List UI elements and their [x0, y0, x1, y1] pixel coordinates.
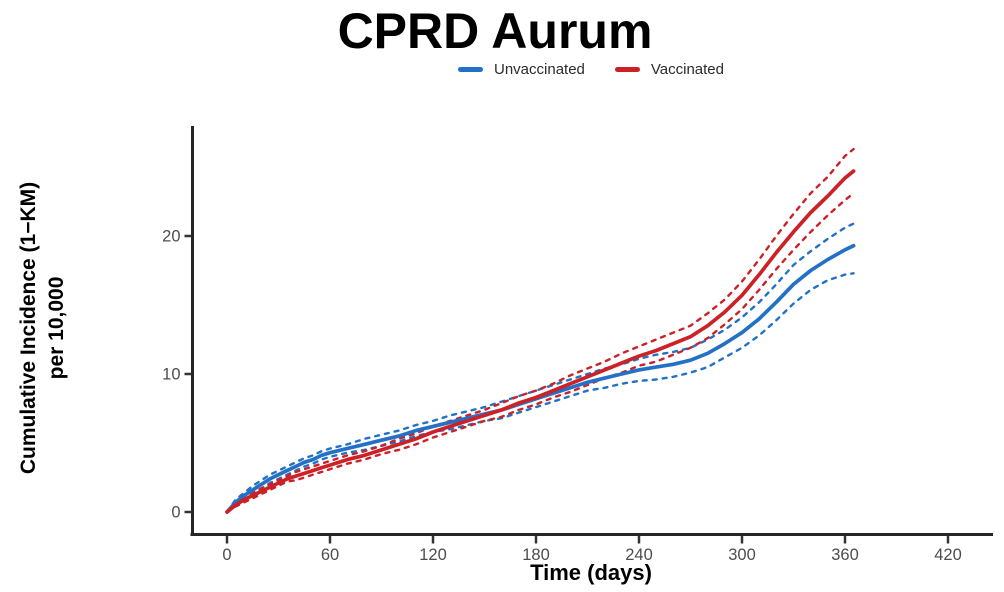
legend-item-vaccinated: Vaccinated [614, 61, 724, 78]
vaccinated-95-ci-lower-line [225, 192, 855, 514]
x-tick-label: 240 [625, 546, 653, 564]
chart-title: CPRD Aurum [337, 3, 653, 59]
unvaccinated-95-ci-upper-line [225, 222, 855, 514]
legend-label: Vaccinated [650, 61, 724, 78]
legend-item-unvaccinated: Unvaccinated [458, 61, 585, 78]
y-axis-label-line2: per 10,000 [44, 276, 68, 380]
legend: Unvaccinated Vaccinated [192, 61, 990, 78]
x-tick-label: 60 [321, 546, 339, 564]
x-tick-label: 180 [522, 546, 550, 564]
y-axis-label: Cumulative Incidence (1−KM) per 10,000 [15, 113, 75, 543]
x-axis-label: Time (days) [530, 560, 652, 585]
legend-label: Unvaccinated [494, 61, 585, 78]
vaccinated-95-ci-upper-line [225, 147, 855, 514]
x-tick-label: 120 [419, 546, 447, 564]
vaccinated-line [225, 169, 856, 514]
y-tick-label: 10 [162, 366, 180, 384]
x-tick-label: 360 [831, 546, 859, 564]
unvaccinated-line-swatch-icon [458, 67, 483, 72]
unvaccinated-95-ci-lower-line [225, 272, 855, 514]
y-axis-label-line1: Cumulative Incidence (1−KM) [17, 181, 40, 475]
x-tick-label: 0 [222, 546, 231, 564]
x-tick-label: 420 [934, 546, 962, 564]
y-tick-label: 20 [162, 228, 180, 246]
y-tick-label: 0 [171, 504, 180, 522]
vaccinated-line-swatch-icon [614, 67, 640, 72]
x-tick-label: 300 [728, 546, 756, 564]
